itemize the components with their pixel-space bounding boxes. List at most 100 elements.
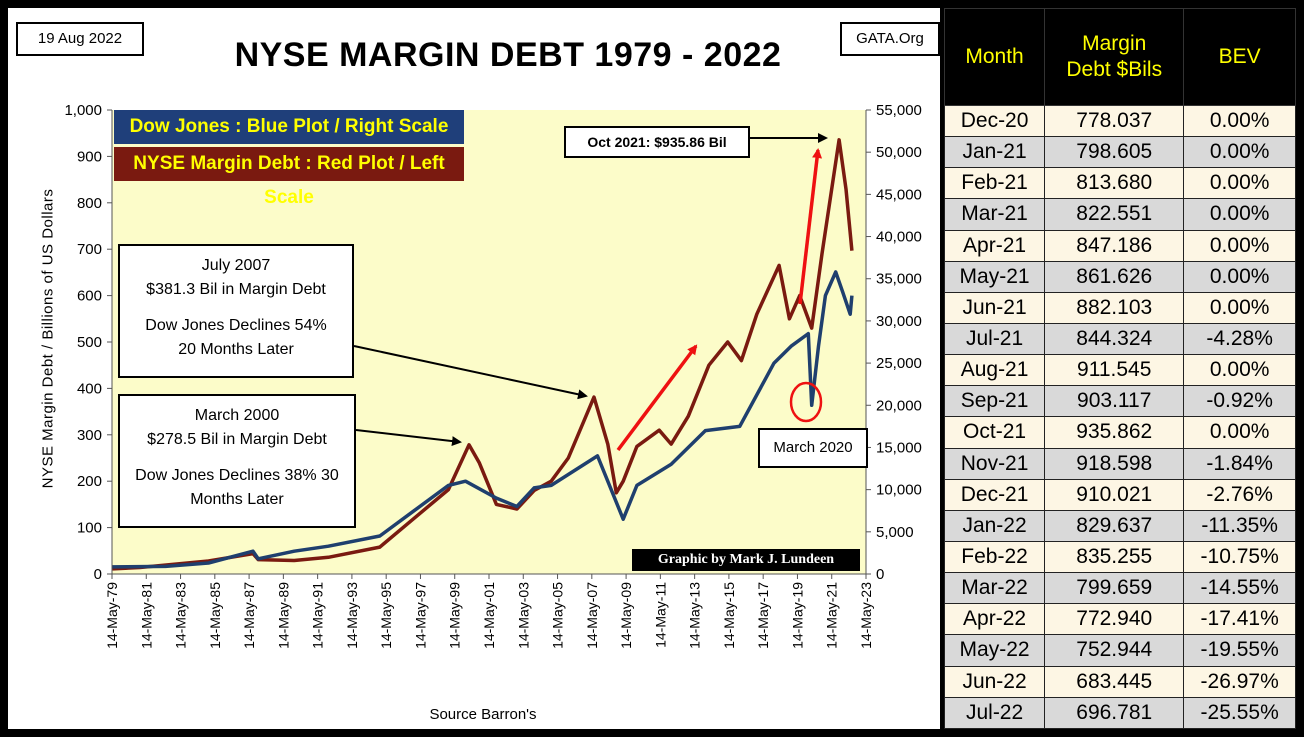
margin-debt-table: Month Margin Debt $Bils BEV Dec-20 778.03… <box>943 8 1296 730</box>
dow-jones-line <box>112 270 854 569</box>
annotation-march-2020: March 2020 <box>758 428 868 468</box>
y-left-tick-label: 100 <box>77 520 102 537</box>
trend-arrow-2020 <box>798 148 823 305</box>
x-tick-label: 14-May-15 <box>721 582 737 649</box>
table-cell-margin-debt: 910.021 <box>1044 478 1185 511</box>
table-cell-month: Mar-22 <box>943 572 1046 605</box>
legend-nyse: NYSE Margin Debt : Red Plot / Left Scale <box>114 147 464 208</box>
table-cell-month: Jan-21 <box>943 136 1046 169</box>
y-left-tick-label: 0 <box>94 566 102 583</box>
table-cell-month: Jul-21 <box>943 322 1046 356</box>
annotation-line: Months Later <box>190 491 284 508</box>
table-cell-month: Dec-21 <box>943 478 1046 511</box>
table-cell-margin-debt: 882.103 <box>1044 291 1185 324</box>
table-row: Nov-21 918.598 -1.84% <box>943 447 1296 480</box>
table-cell-bev: -17.41% <box>1183 603 1296 636</box>
y-right-tick-label: 55,000 <box>876 102 922 119</box>
y-right-tick-label: 15,000 <box>876 439 922 456</box>
table-row: Jan-21 798.605 0.00% <box>943 136 1296 169</box>
table-cell-margin-debt: 911.545 <box>1044 354 1185 387</box>
table-row: Jun-22 683.445 -26.97% <box>943 665 1296 698</box>
x-tick-label: 14-May-89 <box>275 582 291 649</box>
chart-svg: 0 100 200 300 400 500 600 700 800 900 1,000 0 5,000 1… <box>64 102 922 649</box>
y-right-tick-label: 0 <box>876 566 884 583</box>
date-label: 19 Aug 2022 <box>16 22 144 56</box>
table-cell-margin-debt: 696.781 <box>1044 696 1185 730</box>
x-tick-label: 14-May-91 <box>310 582 326 649</box>
table-cell-bev: 0.00% <box>1183 104 1296 138</box>
table-cell-month: Aug-21 <box>943 354 1046 387</box>
table-row: Aug-21 911.545 0.00% <box>943 354 1296 387</box>
y-right-tick-label: 40,000 <box>876 229 922 246</box>
legend-dow: Dow Jones : Blue Plot / Right Scale <box>114 110 464 144</box>
table-cell-bev: -14.55% <box>1183 572 1296 605</box>
y-left-tick-label: 200 <box>77 473 102 490</box>
table-cell-margin-debt: 799.659 <box>1044 572 1185 605</box>
table-cell-margin-debt: 683.445 <box>1044 665 1185 698</box>
credit-label: Graphic by Mark J. Lundeen <box>632 549 860 571</box>
table-cell-bev: -19.55% <box>1183 634 1296 667</box>
table-row: Oct-21 935.862 0.00% <box>943 416 1296 449</box>
x-tick-label: 14-May-05 <box>550 582 566 649</box>
table-cell-bev: 0.00% <box>1183 416 1296 449</box>
y-left-tick-label: 600 <box>77 288 102 305</box>
table-cell-margin-debt: 778.037 <box>1044 104 1185 138</box>
x-tick-label: 14-May-13 <box>687 582 703 649</box>
x-tick-label: 14-May-95 <box>378 582 394 649</box>
site-label: GATA.Org <box>840 22 940 56</box>
y-right-tick-label: 45,000 <box>876 186 922 203</box>
y-right-tick-label: 50,000 <box>876 144 922 161</box>
table-row: Apr-22 772.940 -17.41% <box>943 603 1296 636</box>
march-2020-circle <box>789 381 823 423</box>
callout-arrow-2000 <box>355 429 462 447</box>
y-right-tick-label: 30,000 <box>876 313 922 330</box>
header-bev: BEV <box>1183 8 1296 106</box>
x-tick-label: 14-May-97 <box>412 582 428 649</box>
table-cell-bev: -10.75% <box>1183 540 1296 574</box>
x-tick-label: 14-May-87 <box>241 582 257 649</box>
table-cell-bev: -4.28% <box>1183 322 1296 356</box>
y-right-tick-label: 20,000 <box>876 397 922 414</box>
table-cell-month: Jul-22 <box>943 696 1046 730</box>
header-line: Debt $Bils <box>1066 58 1163 81</box>
table-row: Jul-22 696.781 -25.55% <box>943 696 1296 730</box>
table-cell-bev: -1.84% <box>1183 447 1296 480</box>
margin-debt-line <box>112 138 854 571</box>
trend-arrow-2009 <box>616 344 698 452</box>
x-tick-label: 14-May-01 <box>481 582 497 649</box>
table-cell-bev: 0.00% <box>1183 260 1296 293</box>
table-cell-month: Dec-20 <box>943 104 1046 138</box>
table-cell-bev: -0.92% <box>1183 385 1296 418</box>
table-cell-bev: 0.00% <box>1183 167 1296 200</box>
table-cell-bev: -2.76% <box>1183 478 1296 511</box>
table-cell-margin-debt: 903.117 <box>1044 385 1185 418</box>
x-tick-label: 14-May-93 <box>344 582 360 649</box>
chart-panel: 0 100 200 300 400 500 600 700 800 900 1,000 0 5,000 1… <box>8 8 940 729</box>
table-cell-margin-debt: 822.551 <box>1044 198 1185 231</box>
header-margin-debt: Margin Debt $Bils <box>1044 8 1185 106</box>
table-cell-bev: 0.00% <box>1183 291 1296 324</box>
table-cell-margin-debt: 752.944 <box>1044 634 1185 667</box>
x-tick-label: 14-May-19 <box>789 582 805 649</box>
annotation-oct-2021: Oct 2021: $935.86 Bil <box>564 126 750 158</box>
table-cell-margin-debt: 918.598 <box>1044 447 1185 480</box>
table-row: Apr-21 847.186 0.00% <box>943 229 1296 262</box>
table-row: Jan-22 829.637 -11.35% <box>943 509 1296 542</box>
x-tick-label: 14-May-11 <box>652 582 668 648</box>
x-tick-label: 14-May-81 <box>138 582 154 649</box>
x-tick-label: 14-May-99 <box>447 582 463 649</box>
table-cell-margin-debt: 861.626 <box>1044 260 1185 293</box>
annotation-line: July 2007 <box>201 257 271 274</box>
table-cell-margin-debt: 772.940 <box>1044 603 1185 636</box>
y-axis-left-label: NYSE Margin Debt / Billions of US Dollar… <box>39 188 57 489</box>
annotation-line: March 2000 <box>194 407 280 424</box>
table-row: Jun-21 882.103 0.00% <box>943 291 1296 324</box>
table-cell-bev: 0.00% <box>1183 198 1296 231</box>
annotation-line: Dow Jones Declines 54% <box>145 317 327 334</box>
x-tick-label: 14-May-85 <box>207 582 223 649</box>
y-left-tick-label: 900 <box>77 148 102 165</box>
y-right-tick-label: 10,000 <box>876 482 922 499</box>
table-cell-bev: -26.97% <box>1183 665 1296 698</box>
table-row: Feb-21 813.680 0.00% <box>943 167 1296 200</box>
y-left-tick-label: 300 <box>77 427 102 444</box>
